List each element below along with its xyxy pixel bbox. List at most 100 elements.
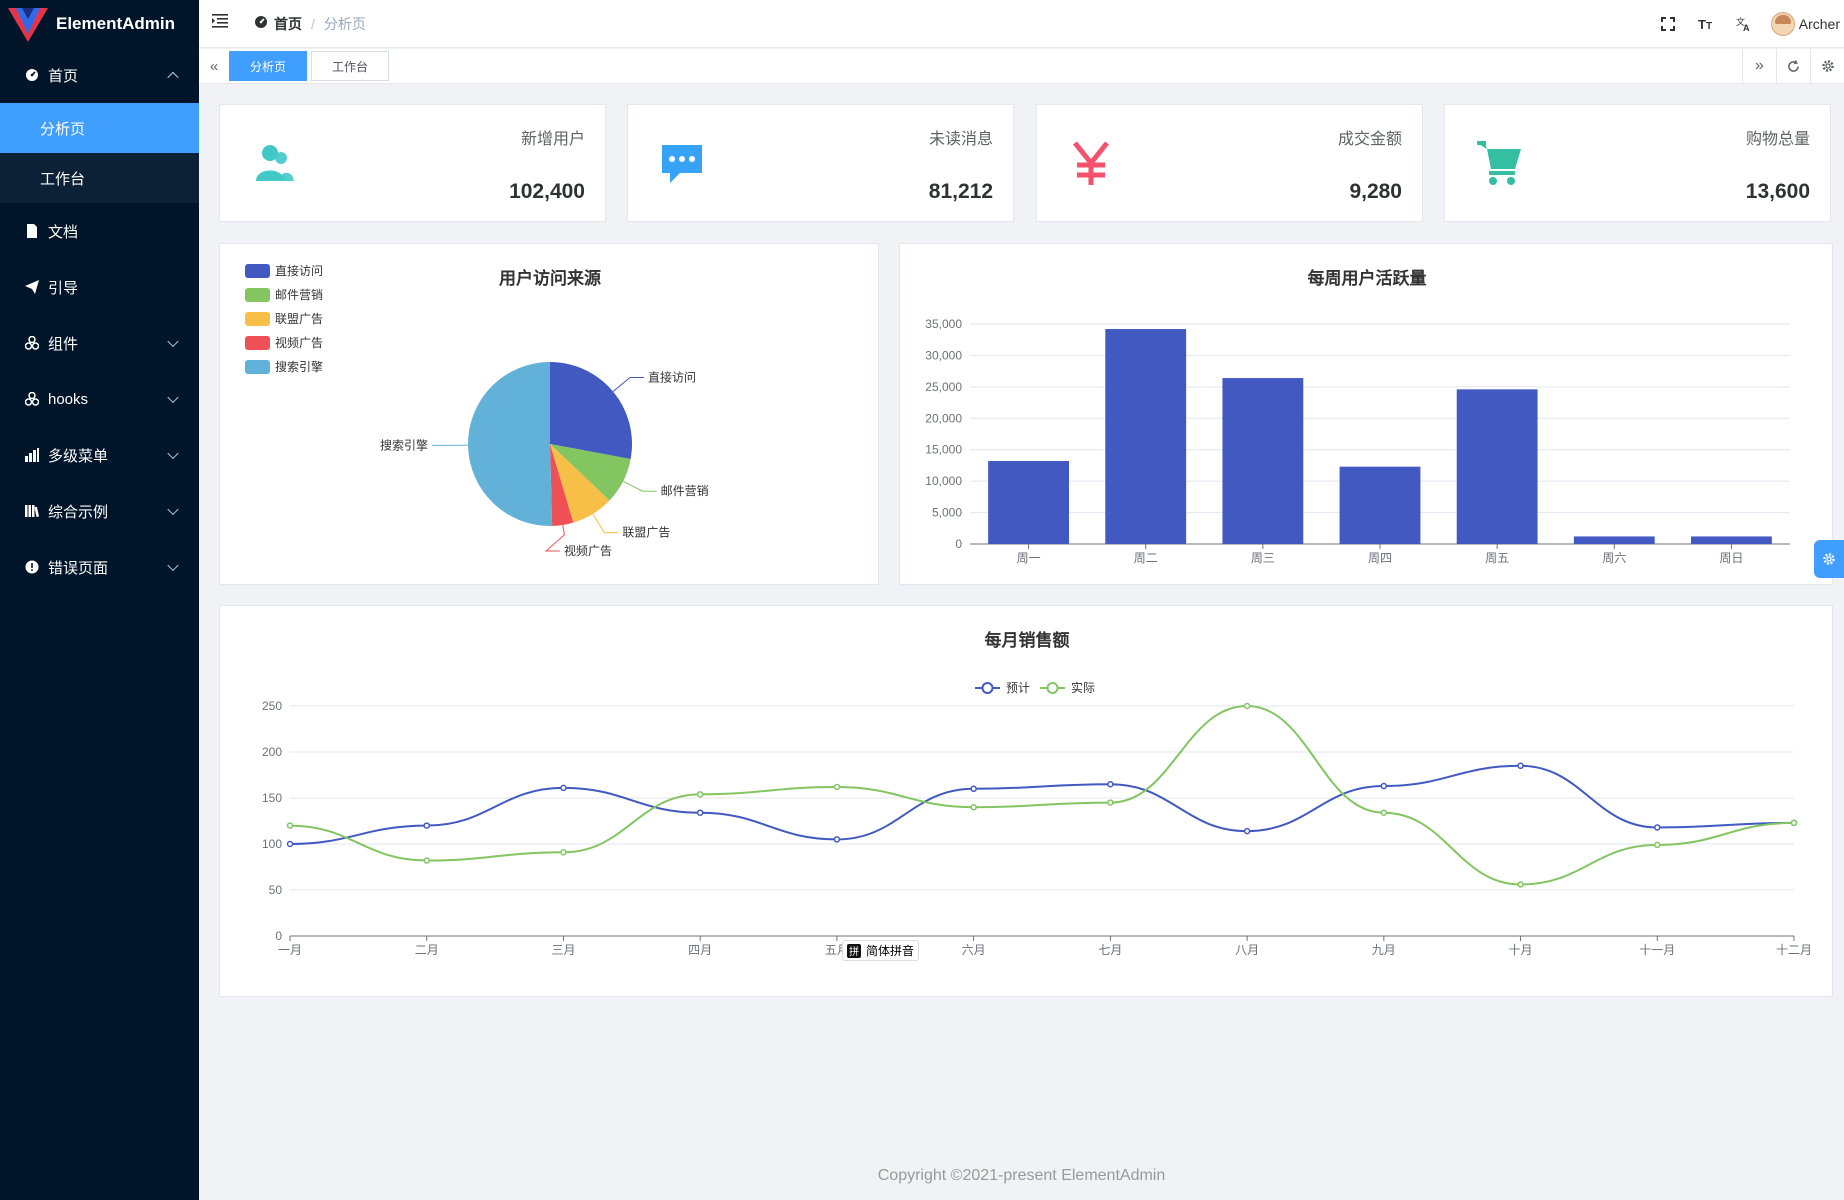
legend-swatch[interactable]: [245, 264, 270, 278]
stat-card-new-users[interactable]: 新增用户 102,400: [219, 104, 606, 222]
pie-slice[interactable]: [550, 362, 632, 459]
error-icon: [24, 559, 40, 575]
data-point[interactable]: [1107, 799, 1114, 806]
y-tick-label: 0: [275, 929, 282, 943]
data-point[interactable]: [1380, 809, 1388, 816]
data-point[interactable]: [696, 791, 704, 798]
floating-settings-button[interactable]: [1814, 540, 1844, 578]
bar[interactable]: [1222, 378, 1304, 544]
legend-label[interactable]: 直接访问: [275, 263, 323, 278]
refresh-icon[interactable]: [1776, 48, 1810, 84]
bar[interactable]: [1105, 329, 1187, 544]
data-point[interactable]: [1517, 762, 1524, 770]
fullscreen-icon[interactable]: [1649, 16, 1687, 31]
series-line[interactable]: [289, 704, 1795, 886]
data-point[interactable]: [423, 857, 430, 864]
data-point[interactable]: [423, 822, 430, 829]
data-point[interactable]: [560, 784, 567, 792]
sidebar-item-multi-menu[interactable]: 多级菜单: [0, 427, 199, 483]
scroll-left-icon[interactable]: «: [209, 57, 219, 75]
data-point[interactable]: [286, 822, 294, 829]
bar[interactable]: [1691, 536, 1772, 544]
bar-chart-icon: [24, 447, 40, 463]
avatar[interactable]: [1770, 11, 1795, 36]
legend-label[interactable]: 实际: [1071, 680, 1095, 695]
menu-fold-icon[interactable]: [212, 14, 236, 33]
sidebar-item-home[interactable]: 首页: [0, 47, 199, 103]
legend-label[interactable]: 搜索引擎: [275, 359, 323, 374]
sidebar-item-docs[interactable]: 文档: [0, 203, 199, 259]
data-point[interactable]: [833, 783, 841, 791]
stat-card-transaction-amount[interactable]: 成交金额 9,280: [1036, 104, 1423, 222]
sidebar-item-examples[interactable]: 综合示例: [0, 483, 199, 539]
breadcrumb-home[interactable]: 首页: [274, 15, 302, 32]
data-point[interactable]: [1517, 881, 1524, 888]
sidebar-item-label: 综合示例: [48, 503, 109, 521]
pie-slice[interactable]: [550, 444, 631, 501]
y-tick-label: 200: [262, 745, 282, 759]
x-tick-label: 周二: [1134, 551, 1158, 565]
legend-swatch[interactable]: [245, 360, 270, 374]
data-point[interactable]: [1243, 827, 1251, 835]
data-point[interactable]: [1654, 824, 1661, 831]
yen-icon: [1067, 139, 1115, 187]
pie-slice[interactable]: [550, 444, 610, 523]
svg-text:T: T: [1706, 21, 1712, 31]
bar[interactable]: [1456, 389, 1538, 544]
legend-label[interactable]: 联盟广告: [275, 312, 323, 326]
data-point[interactable]: [970, 803, 977, 811]
sidebar-item-analysis[interactable]: 分析页: [0, 103, 199, 153]
series-line[interactable]: [289, 764, 1795, 845]
sidebar-item-components[interactable]: 组件: [0, 315, 199, 371]
pie-slice[interactable]: [467, 362, 553, 526]
data-point[interactable]: [1380, 782, 1388, 790]
logo[interactable]: ElementAdmin: [0, 0, 199, 47]
ime-indicator: 拼 简体拼音: [842, 940, 920, 961]
legend-label[interactable]: 邮件营销: [275, 288, 323, 302]
stat-card-unread-messages[interactable]: 未读消息 81,212: [627, 104, 1014, 222]
data-point[interactable]: [1243, 702, 1251, 710]
scroll-right-icon[interactable]: »: [1742, 48, 1776, 84]
legend-marker[interactable]: [1046, 682, 1059, 694]
data-point[interactable]: [1654, 841, 1661, 849]
tab-workbench[interactable]: 工作台: [311, 51, 389, 81]
data-point[interactable]: [696, 809, 704, 816]
x-tick-label: 周一: [1017, 551, 1041, 565]
stat-card-cart-total[interactable]: 购物总量 13,600: [1444, 104, 1831, 222]
stat-value: 102,400: [509, 180, 585, 203]
users-icon: [250, 139, 298, 187]
data-point[interactable]: [560, 849, 567, 856]
sidebar-item-hooks[interactable]: hooks: [0, 371, 199, 427]
data-point[interactable]: [970, 785, 977, 793]
settings-icon[interactable]: [1810, 48, 1844, 84]
y-tick-label: 250: [262, 699, 282, 713]
ime-glyph: 拼: [847, 943, 861, 958]
sidebar-item-error-pages[interactable]: 错误页面: [0, 539, 199, 595]
bar[interactable]: [1573, 536, 1655, 544]
legend-swatch[interactable]: [245, 288, 270, 302]
user-name[interactable]: Archer: [1798, 15, 1840, 32]
svg-text:T: T: [1698, 17, 1706, 31]
stat-value: 13,600: [1745, 180, 1810, 203]
bar-chart: 每周用户活跃量 0 5,000 10,000 15,000 20,000 25,000 30…: [925, 268, 1790, 565]
bar[interactable]: [988, 461, 1069, 544]
data-point[interactable]: [1107, 780, 1114, 788]
data-point[interactable]: [1790, 819, 1798, 827]
data-point[interactable]: [833, 836, 841, 843]
legend-swatch[interactable]: [245, 336, 270, 350]
y-tick-label: 0: [955, 537, 962, 551]
sidebar-item-workbench[interactable]: 工作台: [40, 170, 86, 188]
tab-analysis[interactable]: 分析页: [229, 51, 307, 81]
pie-slice[interactable]: [550, 444, 574, 526]
pie-label-line: [612, 376, 644, 392]
sidebar-item-guide[interactable]: 引导: [0, 259, 199, 315]
legend-label[interactable]: 预计: [1006, 681, 1030, 695]
data-point[interactable]: [286, 840, 294, 848]
pie-label: 搜索引擎: [380, 437, 428, 452]
legend-label[interactable]: 视频广告: [275, 335, 323, 350]
legend-swatch[interactable]: [245, 312, 270, 326]
bar[interactable]: [1339, 466, 1421, 544]
legend-marker[interactable]: [981, 682, 994, 694]
